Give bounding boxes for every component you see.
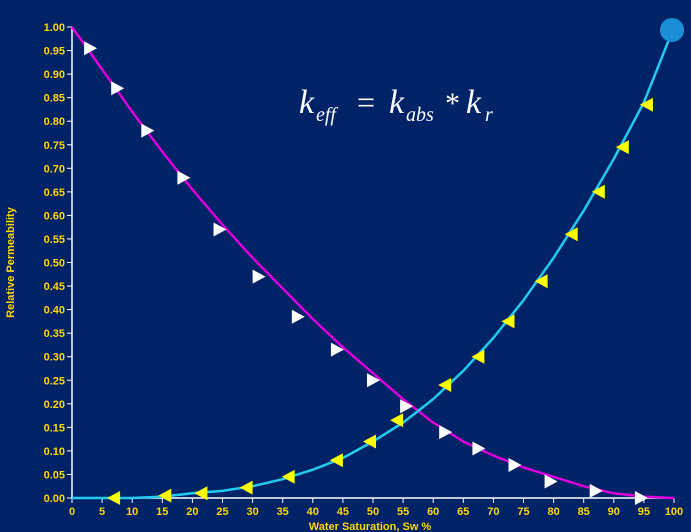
water-curve-marker bbox=[639, 97, 653, 112]
y-tick-label: 0.75 bbox=[44, 140, 65, 152]
water-curve-marker bbox=[329, 453, 343, 468]
oil-curve-marker bbox=[589, 483, 603, 498]
oil-curve-marker bbox=[330, 342, 344, 357]
water-curve-marker bbox=[107, 491, 121, 505]
y-tick-label: 0.60 bbox=[44, 210, 65, 222]
oil-curve-marker bbox=[634, 491, 648, 505]
y-tick-label: 0.05 bbox=[44, 469, 65, 481]
x-tick-label: 90 bbox=[608, 506, 620, 518]
oil-curve-marker bbox=[472, 441, 486, 456]
permeability-equation: k eff = k abs * k r bbox=[299, 84, 493, 126]
water-curve-marker bbox=[591, 184, 605, 199]
water-curve-marker bbox=[158, 488, 172, 503]
oil-curve-marker bbox=[84, 41, 98, 56]
y-tick-label: 0.30 bbox=[44, 352, 65, 364]
equation-times: * bbox=[445, 87, 460, 120]
x-tick-label: 25 bbox=[216, 506, 228, 518]
x-tick-label: 100 bbox=[665, 506, 683, 518]
y-tick-label: 0.50 bbox=[44, 258, 65, 270]
water-curve-marker bbox=[615, 140, 629, 155]
y-tick-label: 0.90 bbox=[44, 69, 65, 81]
y-tick-label: 0.35 bbox=[44, 328, 65, 340]
x-tick-label: 10 bbox=[126, 506, 138, 518]
x-tick-label: 5 bbox=[99, 506, 105, 518]
water-curve-marker bbox=[194, 486, 208, 501]
y-axis-title: Relative Permeability bbox=[5, 206, 17, 318]
y-tick-label: 0.20 bbox=[44, 399, 65, 411]
oil-curve-marker bbox=[252, 269, 266, 284]
x-tick-label: 65 bbox=[457, 506, 469, 518]
x-tick-label: 95 bbox=[638, 506, 650, 518]
water-curve-marker bbox=[471, 349, 485, 364]
y-tick-label: 0.15 bbox=[44, 422, 65, 434]
equation-k-r: k bbox=[466, 84, 482, 121]
oil-curve-marker bbox=[439, 425, 453, 440]
y-tick-label: 0.45 bbox=[44, 281, 65, 293]
water-curve-marker bbox=[564, 227, 578, 242]
oil-curve-marker bbox=[177, 170, 191, 185]
x-tick-label: 60 bbox=[427, 506, 439, 518]
x-tick-label: 40 bbox=[307, 506, 319, 518]
oil-curve-marker bbox=[367, 373, 380, 388]
x-tick-label: 35 bbox=[277, 506, 289, 518]
x-tick-label: 75 bbox=[517, 506, 529, 518]
x-tick-label: 0 bbox=[69, 506, 75, 518]
oil-curve-marker bbox=[213, 222, 227, 237]
y-tick-label: 0.65 bbox=[44, 187, 65, 199]
x-tick-label: 55 bbox=[397, 506, 409, 518]
y-tick-label: 0.80 bbox=[44, 116, 65, 128]
water-curve-marker bbox=[534, 274, 548, 289]
water-curve-marker bbox=[239, 480, 253, 495]
x-tick-label: 80 bbox=[547, 506, 559, 518]
y-tick-label: 0.85 bbox=[44, 93, 65, 105]
x-tick-label: 30 bbox=[246, 506, 258, 518]
water-curve-marker bbox=[281, 469, 295, 484]
oil-curve-marker bbox=[291, 309, 305, 324]
x-axis-title: Water Saturation, Sw % bbox=[309, 521, 432, 532]
y-tick-label: 0.40 bbox=[44, 305, 65, 317]
curve-end-point bbox=[660, 18, 684, 42]
oil-curve-marker bbox=[508, 458, 522, 472]
water-curve-marker bbox=[501, 314, 515, 329]
water-curve-marker bbox=[438, 378, 452, 392]
x-tick-label: 50 bbox=[367, 506, 379, 518]
equation-k-abs: k bbox=[389, 84, 405, 121]
oil-curve-marker bbox=[400, 399, 414, 414]
x-tick-label: 85 bbox=[578, 506, 590, 518]
oil-curve-marker bbox=[141, 123, 155, 138]
y-tick-label: 0.10 bbox=[44, 446, 65, 458]
oil-curve-marker bbox=[544, 474, 558, 489]
y-tick-label: 0.55 bbox=[44, 234, 65, 246]
equation-k-eff: k bbox=[299, 84, 315, 121]
x-tick-label: 15 bbox=[156, 506, 168, 518]
equation-r-subscript: r bbox=[485, 104, 493, 126]
water-curve-marker bbox=[390, 413, 404, 428]
y-tick-label: 1.00 bbox=[44, 22, 65, 34]
equation-equals: = bbox=[357, 84, 375, 120]
water-curve-marker bbox=[363, 434, 376, 449]
equation-abs-subscript: abs bbox=[406, 104, 434, 126]
y-tick-label: 0.70 bbox=[44, 163, 65, 175]
x-tick-label: 45 bbox=[337, 506, 349, 518]
y-tick-label: 0.00 bbox=[44, 493, 65, 505]
x-tick-label: 20 bbox=[186, 506, 198, 518]
oil-relative-permeability-curve bbox=[70, 26, 675, 500]
equation-eff-subscript: eff bbox=[316, 104, 338, 126]
y-tick-label: 0.95 bbox=[44, 46, 65, 58]
oil-curve-marker bbox=[111, 81, 125, 96]
x-tick-label: 70 bbox=[487, 506, 499, 518]
y-tick-label: 0.25 bbox=[44, 375, 65, 387]
